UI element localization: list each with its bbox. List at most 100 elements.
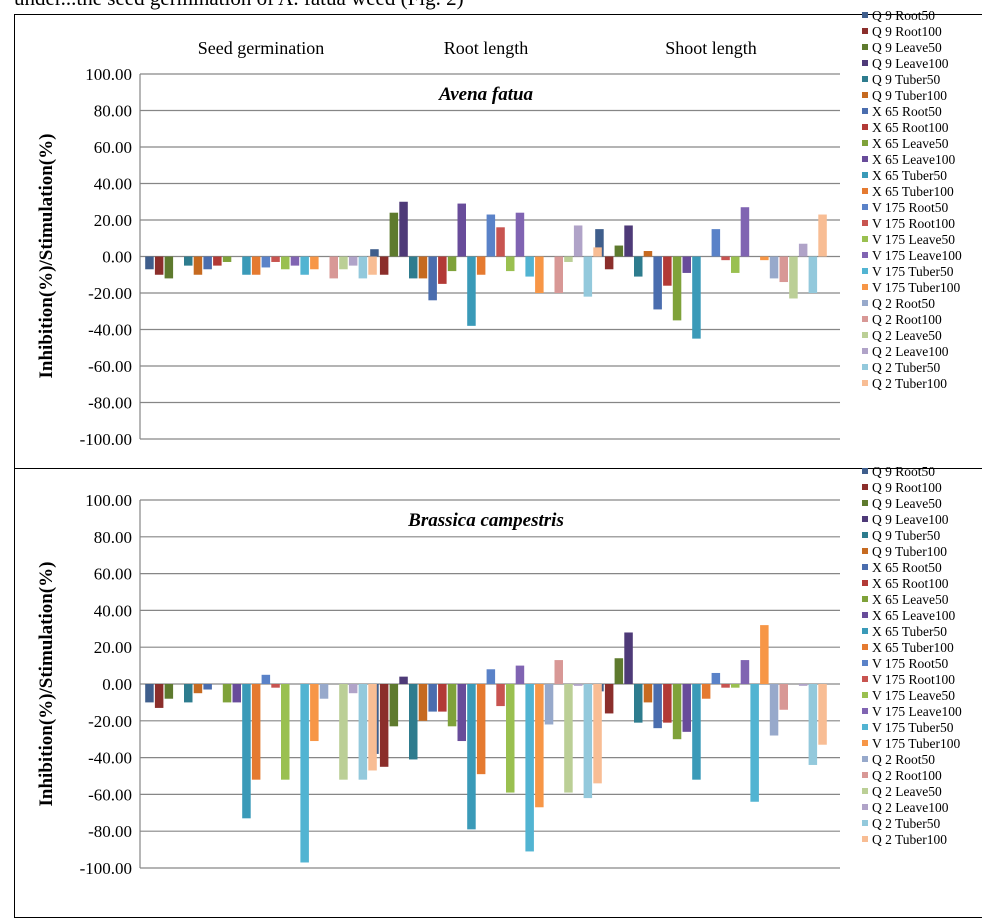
bar [145,256,154,270]
legend-label: V 175 Leave50 [872,688,955,703]
y-axis-label: Inhibition(%)/Stimulation(%) [36,134,57,379]
legend-swatch [862,364,868,370]
bar [447,684,457,727]
y-tick-label: -100.00 [80,859,132,878]
legend-label: X 65 Tuber50 [872,168,947,183]
y-tick-label: 0.00 [102,675,132,694]
bar [672,684,682,740]
legend-label: V 175 Root50 [872,200,949,215]
bar [789,256,798,299]
y-tick-label: -20.00 [88,712,132,731]
legend-label: X 65 Tuber100 [872,640,954,655]
bar [573,225,583,257]
bar [358,256,368,279]
bar [682,256,691,273]
bar [281,684,290,780]
legend-label: V 175 Tuber50 [872,264,954,279]
bar [740,207,750,257]
bar [232,684,241,703]
legend-label: Q 9 Leave100 [872,56,949,71]
legend-label: V 175 Tuber100 [872,280,961,295]
legend-label: Q 2 Leave100 [872,800,949,815]
bar [583,256,593,297]
bar [750,684,759,802]
bar [769,684,779,736]
bar [692,256,701,339]
bar [701,684,711,699]
legend-swatch [862,756,868,762]
chart-panel-brassica: 100.00 80.00 60.00 40.00 20.00 0.00 -20.00 -40.… [36,464,962,878]
legend-swatch [862,564,868,570]
y-tick-label: -60.00 [88,785,132,804]
bar [428,256,437,301]
legend-swatch [862,724,868,730]
legend-swatch [862,220,868,226]
bar [692,684,701,780]
legend-label: X 65 Root50 [872,560,942,575]
legend-swatch [862,268,868,274]
y-tick-label: 100.00 [85,491,132,510]
legend-swatch [862,612,868,618]
bar [604,684,614,714]
bar [154,256,164,275]
y-tick-label: 40.00 [94,601,132,620]
bar [418,256,428,279]
legend-label: Q 2 Tuber50 [872,360,941,375]
bar [740,660,750,684]
bar [281,256,290,270]
legend-swatch [862,380,868,386]
legend-swatch [862,316,868,322]
legend-swatch [862,28,868,34]
legend-label: V 175 Root100 [872,216,955,231]
legend-swatch [862,548,868,554]
legend-label: Q 2 Root50 [872,752,935,767]
bar [319,684,329,699]
y-tick-label: -40.00 [88,321,132,340]
bar [798,684,808,686]
legend-label: V 175 Tuber50 [872,720,954,735]
bar [798,243,808,257]
legend-label: Q 2 Tuber100 [872,832,947,847]
legend-label: Q 9 Root50 [872,8,935,23]
chart-title: Brassica campestris [407,510,564,531]
bar [595,229,604,257]
bar [496,684,505,707]
category-label: Seed germination [198,38,324,58]
bar [348,256,358,266]
bar [409,256,418,279]
bar [476,256,486,275]
y-tick-label: -40.00 [88,749,132,768]
legend-swatch [862,676,868,682]
bar [506,256,515,272]
legend-label: X 65 Leave100 [872,608,955,623]
bar [711,672,721,684]
panel-divider [15,468,982,469]
legend-label: Q 2 Leave50 [872,784,942,799]
y-tick-label: 20.00 [94,211,132,230]
legend-label: Q 9 Root100 [872,480,942,495]
bar [242,256,251,275]
bar [428,684,437,712]
legend-swatch [862,300,868,306]
bar [467,684,476,830]
category-label: Root length [444,38,529,58]
legend-swatch [862,188,868,194]
bar [573,684,583,686]
legend-swatch [862,516,868,522]
bar [339,256,348,270]
legend-label: V 175 Leave100 [872,248,962,263]
y-tick-label: 60.00 [94,565,132,584]
bar [614,658,624,684]
bar [682,684,691,732]
bar [544,684,554,725]
bar [164,256,174,279]
bar [184,256,193,266]
legend-label: Q 2 Tuber50 [872,816,941,831]
bar [769,256,779,279]
y-tick-label: 100.00 [85,65,132,84]
bar [457,203,466,257]
bar [564,256,573,262]
legend-label: X 65 Root100 [872,120,949,135]
legend-label: Q 2 Root100 [872,312,942,327]
y-tick-label: 20.00 [94,638,132,657]
